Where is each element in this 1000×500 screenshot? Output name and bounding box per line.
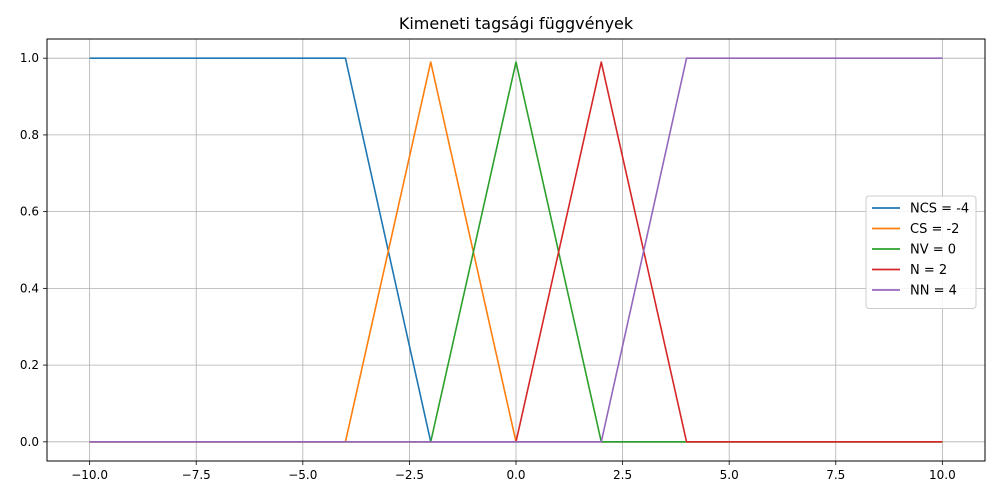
y-tick-label: 1.0 — [20, 51, 39, 65]
y-tick-label: 0.2 — [20, 358, 39, 372]
legend-label: NCS = -4 — [910, 202, 969, 217]
legend-label: N = 2 — [910, 263, 947, 278]
x-tick-label: 2.5 — [613, 468, 632, 482]
y-tick-label: 0.4 — [20, 281, 39, 295]
x-tick-label: −2.5 — [395, 468, 424, 482]
legend-label: NN = 4 — [910, 284, 957, 299]
y-tick-label: 0.0 — [20, 435, 39, 449]
x-tick-label: −7.5 — [182, 468, 211, 482]
y-tick-label: 0.6 — [20, 205, 39, 219]
y-tick-label: 0.8 — [20, 128, 39, 142]
x-tick-label: −5.0 — [288, 468, 317, 482]
series-lines — [89, 57, 943, 443]
x-tick-label: −10.0 — [71, 468, 108, 482]
legend-label: NV = 0 — [910, 243, 956, 258]
legend-label: CS = -2 — [910, 222, 959, 237]
legend-box — [865, 195, 977, 309]
x-tick-label: 5.0 — [720, 468, 739, 482]
x-tick-label: 7.5 — [826, 468, 845, 482]
axis-ticks: −10.0 −7.5 −5.0 −2.5 0.0 2.5 5.0 7.5 10.0 0.0 0.2 0… — [20, 51, 956, 482]
chart-title: Kimeneti tagsági függvények — [399, 14, 634, 33]
x-tick-label: 10.0 — [929, 468, 956, 482]
x-tick-label: 0.0 — [506, 468, 525, 482]
legend: NCS = -4 CS = -2 NV = 0 N = 2 NN = 4 — [865, 195, 977, 309]
series-line-4 — [89, 57, 943, 443]
grid — [47, 39, 985, 461]
